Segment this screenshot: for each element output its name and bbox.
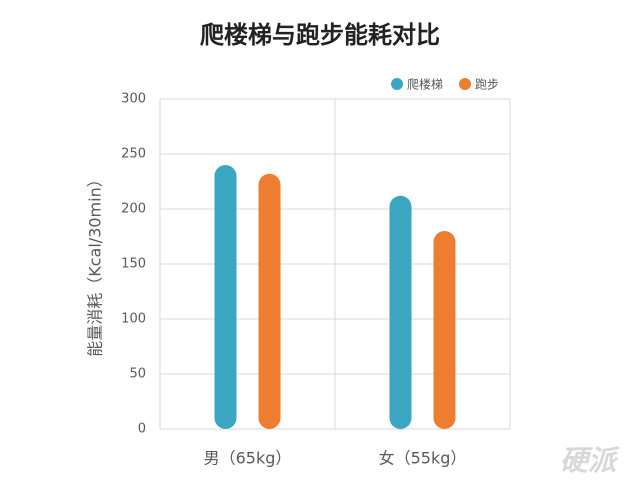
x-tick-label: 女（55kg） xyxy=(379,449,467,468)
legend-label: 跑步 xyxy=(475,78,499,92)
y-tick-label: 50 xyxy=(129,367,146,382)
bar xyxy=(214,165,237,429)
y-axis-label: 能量消耗（Kcal/30min） xyxy=(86,171,105,356)
bar xyxy=(433,231,456,429)
watermark: 硬派 xyxy=(560,444,620,477)
y-tick-label: 300 xyxy=(121,92,146,107)
x-tick-label: 男（65kg） xyxy=(204,449,292,468)
legend-label: 爬楼梯 xyxy=(407,77,443,92)
y-tick-label: 100 xyxy=(121,312,146,327)
y-tick-label: 150 xyxy=(121,257,146,272)
y-tick-label: 200 xyxy=(121,202,146,217)
legend-marker xyxy=(459,78,471,90)
chart-title: 爬楼梯与跑步能耗对比 xyxy=(200,21,440,49)
y-tick-label: 0 xyxy=(138,422,146,437)
bar xyxy=(389,195,412,429)
legend-marker xyxy=(391,78,403,90)
y-tick-label: 250 xyxy=(121,147,146,162)
bar xyxy=(258,173,281,429)
